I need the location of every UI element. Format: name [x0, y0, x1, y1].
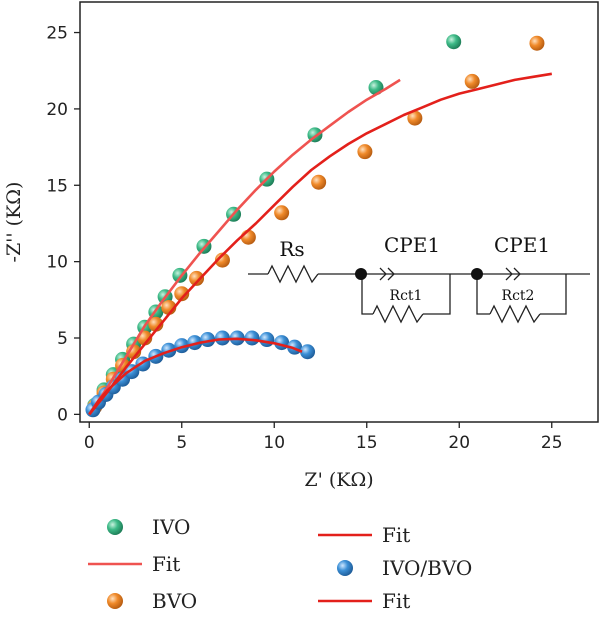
legend-label: Fit: [382, 523, 410, 547]
data-point: [274, 205, 290, 221]
data-point: [311, 174, 327, 190]
data-point: [174, 286, 190, 302]
y-tick-label: 5: [57, 329, 68, 349]
legend-label: IVO/BVO: [382, 556, 472, 580]
legend-label: BVO: [152, 589, 197, 613]
data-point: [214, 330, 230, 346]
circuit-label-cpe1-second: CPE1: [494, 233, 550, 257]
fit-line: [88, 72, 553, 416]
legend-item: IVO/BVO: [337, 556, 472, 580]
y-tick-label: 15: [46, 176, 68, 196]
y-tick-label: 0: [57, 405, 68, 425]
x-tick-label: 0: [84, 433, 95, 453]
data-point: [187, 335, 203, 351]
legend-item: Fit: [88, 552, 180, 576]
legend: IVO Fit BVO Fit IVO/BVO Fit: [88, 515, 472, 613]
data-point: [529, 35, 545, 51]
data-point: [214, 252, 230, 268]
x-tick-label: 20: [448, 433, 470, 453]
x-tick-label: 15: [356, 433, 378, 453]
series-layer: [85, 34, 553, 418]
y-axis-title: -Z'' (KΩ): [3, 182, 25, 263]
data-point: [244, 330, 260, 346]
legend-marker: [107, 519, 123, 535]
legend-marker: [337, 560, 353, 576]
fit-line: [88, 78, 401, 416]
cpe2-symbol: [505, 267, 513, 281]
rs-resistor: [267, 264, 319, 284]
data-point: [407, 110, 423, 126]
cpe1-symbol: [387, 267, 395, 281]
circuit-label-cpe1: CPE1: [384, 233, 440, 257]
legend-label: Fit: [152, 552, 180, 576]
legend-item: IVO: [107, 515, 190, 539]
data-point: [357, 144, 373, 160]
x-tick-label: 25: [541, 433, 563, 453]
legend-item: Fit: [318, 589, 410, 613]
circuit-node: [471, 268, 483, 280]
equivalent-circuit: [248, 264, 590, 324]
data-point: [189, 270, 205, 286]
circuit-label-rs: Rs: [279, 237, 304, 261]
data-point: [300, 344, 316, 360]
circuit-label-rct2: Rct2: [502, 288, 535, 304]
x-axis-title: Z' (KΩ): [304, 469, 373, 491]
y-tick-label: 25: [46, 24, 68, 44]
data-point: [148, 316, 164, 332]
plot-frame: [79, 1, 599, 423]
series-ivo: [87, 34, 462, 413]
rct2-branch: [476, 274, 490, 315]
rct2-branch: [540, 274, 567, 315]
legend-label: IVO: [152, 515, 190, 539]
legend-item: BVO: [107, 589, 197, 613]
legend-label: Fit: [382, 589, 410, 613]
circuit-label-rct1: Rct1: [390, 288, 423, 304]
y-tick-label: 10: [46, 253, 68, 273]
fit-line: [88, 337, 303, 416]
x-tick-label: 10: [263, 433, 285, 453]
rct1-branch: [423, 274, 451, 315]
x-tick-label: 5: [176, 433, 187, 453]
y-tick-label: 20: [46, 100, 68, 120]
data-point: [464, 73, 480, 89]
legend-marker: [107, 593, 123, 609]
cpe1-symbol: [379, 267, 387, 281]
rct1-branch: [361, 274, 373, 315]
rct2-resistor: [489, 304, 541, 324]
data-point: [259, 332, 275, 348]
circuit-node: [355, 268, 367, 280]
axis-ticks: 0 5 10 15 20 25 0 5 10 15 20 25: [46, 24, 562, 453]
rct1-resistor: [372, 304, 424, 324]
legend-item: Fit: [318, 523, 410, 547]
data-point: [446, 34, 462, 50]
cpe2-symbol: [513, 267, 521, 281]
